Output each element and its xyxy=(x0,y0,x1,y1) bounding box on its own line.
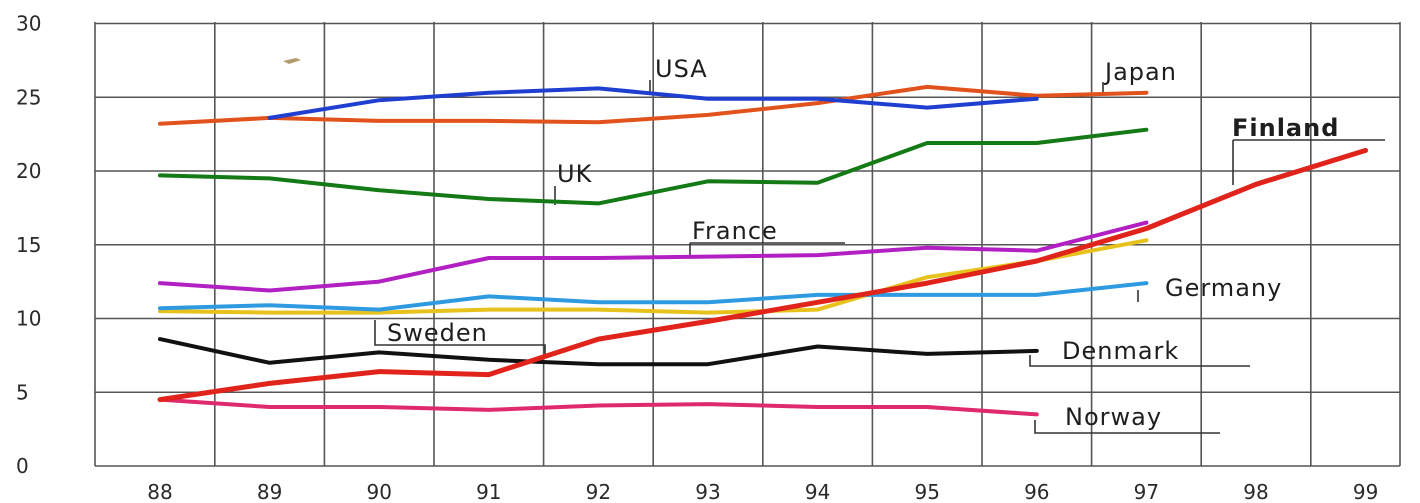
series-line-sweden xyxy=(158,238,1149,315)
x-tick-label: 94 xyxy=(805,480,830,503)
y-tick-label: 10 xyxy=(16,307,41,331)
label-leader-line xyxy=(1029,355,1250,367)
series-line-norway xyxy=(158,397,1039,417)
x-tick-label: 98 xyxy=(1243,480,1268,503)
x-tick-label: 88 xyxy=(147,480,172,503)
x-tick-label: 90 xyxy=(366,480,391,503)
y-tick-label: 20 xyxy=(16,159,41,183)
series-label-finland: Finland xyxy=(1232,114,1339,142)
smudge-mark xyxy=(283,58,301,64)
y-tick-label: 30 xyxy=(16,12,41,36)
x-tick-label: 91 xyxy=(476,480,501,503)
series-label-uk: UK xyxy=(557,160,593,188)
series-line-uk xyxy=(158,127,1149,206)
series-label-norway: Norway xyxy=(1065,403,1162,431)
series-label-japan: Japan xyxy=(1103,58,1177,86)
x-tick-label: 95 xyxy=(914,480,939,503)
x-tick-label: 97 xyxy=(1134,480,1159,503)
series-labels: USA Japan UK France Germany Sweden Denmark Norw… xyxy=(387,55,1339,431)
series-line-germany xyxy=(158,281,1149,312)
axis-ticks: 0 5 10 15 20 25 30 88 89 90 91 92 93 94 95 96 97 98 99 xyxy=(16,12,1378,503)
series-line-france xyxy=(158,220,1149,293)
series-label-germany: Germany xyxy=(1165,274,1282,302)
series-lines xyxy=(157,84,1369,417)
series-label-sweden: Sweden xyxy=(387,319,488,347)
x-tick-label: 96 xyxy=(1024,480,1049,503)
series-label-france: France xyxy=(692,217,778,245)
x-tick-label: 89 xyxy=(257,480,282,503)
series-label-usa: USA xyxy=(655,55,708,83)
series-line-japan xyxy=(158,84,1149,126)
y-tick-label: 0 xyxy=(16,454,29,478)
y-tick-label: 15 xyxy=(16,233,41,257)
y-tick-label: 5 xyxy=(16,380,29,404)
y-tick-label: 25 xyxy=(16,85,41,109)
series-line-finland xyxy=(157,147,1369,403)
series-line-usa xyxy=(267,86,1039,120)
series-label-denmark: Denmark xyxy=(1062,337,1179,365)
label-leader-line xyxy=(1034,420,1220,434)
x-tick-label: 93 xyxy=(695,480,720,503)
x-tick-label: 99 xyxy=(1353,480,1378,503)
x-tick-label: 92 xyxy=(586,480,611,503)
series-line-denmark xyxy=(158,337,1039,367)
label-leader-line xyxy=(374,320,546,358)
